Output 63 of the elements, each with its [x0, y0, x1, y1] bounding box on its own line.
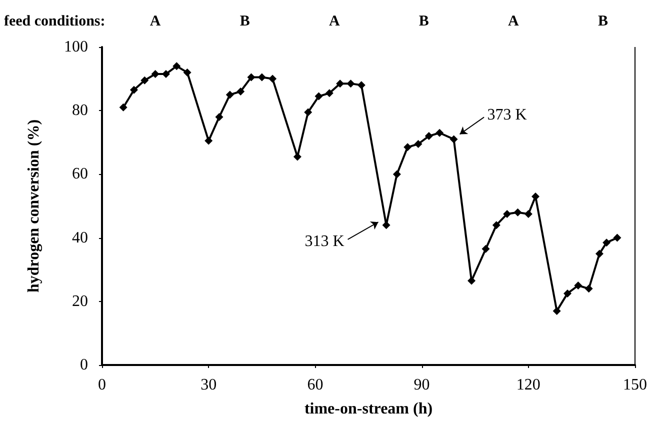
text: feed conditions: [4, 14, 106, 30]
point [613, 234, 622, 242]
point [424, 132, 433, 140]
point [236, 88, 245, 96]
x-tick-label: 30 [200, 376, 217, 394]
point [226, 90, 234, 99]
text: B [418, 14, 429, 30]
point [524, 210, 532, 218]
point [314, 92, 323, 100]
point [552, 306, 561, 315]
point [258, 73, 266, 82]
point [468, 276, 476, 285]
point [172, 62, 181, 70]
point [151, 70, 160, 78]
text: A [328, 14, 340, 30]
point [574, 282, 582, 290]
annotation: 313 K [304, 232, 345, 250]
point [336, 80, 344, 88]
point [392, 170, 401, 178]
text: A [150, 14, 161, 30]
y-tick-label: 40 [72, 229, 88, 246]
point [119, 103, 128, 112]
point [482, 244, 490, 253]
point [268, 74, 277, 83]
point [595, 250, 604, 258]
text: A [508, 14, 520, 30]
point [450, 135, 458, 144]
annotation: 373 K [487, 106, 528, 124]
point [247, 73, 256, 82]
point [183, 68, 192, 76]
point [492, 221, 500, 230]
x-tick-label: 150 [623, 376, 647, 394]
point [602, 238, 611, 247]
point [532, 192, 540, 200]
y-tick-label: 20 [72, 292, 88, 310]
x-axis-title: time-on-stream (h) [304, 400, 433, 418]
x-tick-label: 0 [98, 376, 106, 394]
point [346, 80, 355, 88]
point [204, 136, 213, 145]
y-tick-label: 60 [72, 166, 88, 183]
point [304, 108, 312, 116]
text: B [598, 14, 608, 30]
point [503, 210, 512, 218]
point [414, 140, 422, 148]
point [293, 152, 302, 161]
y-axis-title: hydrogen conversion (%) [26, 119, 42, 293]
x-tick-label: 90 [414, 376, 430, 394]
point [514, 208, 522, 216]
point [436, 128, 444, 137]
point [140, 76, 149, 84]
point [404, 143, 412, 152]
point [584, 284, 593, 293]
text: B [240, 14, 250, 30]
point [325, 89, 334, 98]
x-tick-label: 60 [307, 376, 324, 394]
point [130, 86, 138, 94]
y-tick-label: 100 [64, 38, 88, 56]
point [215, 112, 224, 121]
y-tick-label: 80 [72, 102, 88, 120]
x-tick-label: 120 [516, 376, 540, 394]
point [563, 289, 572, 298]
point [357, 81, 366, 90]
y-tick-label: 0 [80, 356, 88, 374]
